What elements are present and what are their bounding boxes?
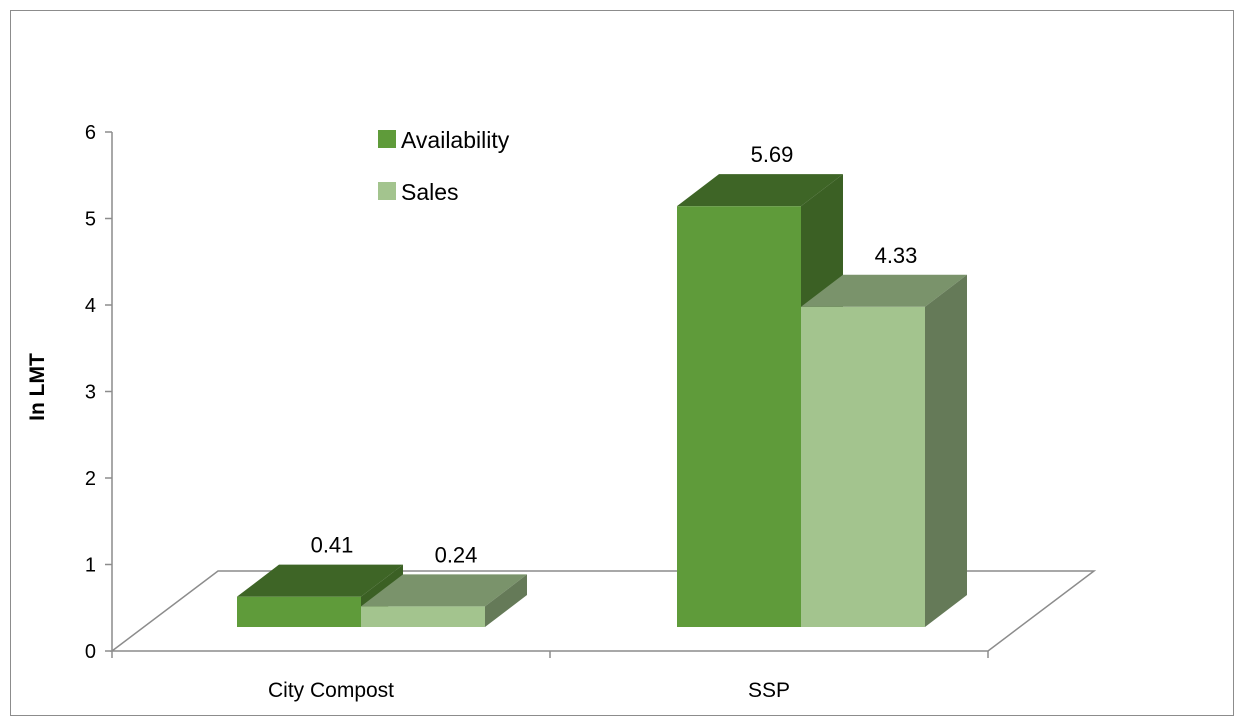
bar-top-face [237, 564, 403, 597]
bar-side-face [485, 574, 527, 627]
chart-frame [10, 10, 1234, 716]
x-tick-label: City Compost [268, 679, 394, 702]
legend: Availability Sales [378, 127, 510, 205]
legend-label: Sales [401, 179, 459, 205]
bar-side-face [925, 274, 967, 627]
y-tick-label: 2 [85, 468, 96, 490]
y-tick-label: 5 [85, 209, 96, 231]
data-label: 5.69 [751, 142, 794, 167]
y-axis: 0 1 2 3 4 5 6 [85, 122, 113, 663]
y-tick-label: 4 [85, 295, 96, 317]
y-tick-label: 0 [85, 641, 96, 663]
bar-top-face [801, 274, 967, 307]
bar-availability-city-compost [237, 596, 361, 627]
y-tick-label: 3 [85, 382, 96, 404]
chart-floor [109, 570, 1097, 652]
bar-sales-ssp [801, 306, 925, 627]
bars [237, 174, 967, 627]
data-label: 0.24 [435, 542, 478, 567]
legend-swatch [378, 130, 396, 148]
legend-label: Availability [401, 127, 510, 153]
data-label: 4.33 [875, 243, 918, 268]
y-axis-title: In LMT [26, 353, 49, 421]
x-tick-label: SSP [748, 679, 790, 702]
bar-top-face [361, 574, 527, 607]
legend-swatch [378, 182, 396, 200]
bar-availability-ssp [677, 206, 801, 627]
y-tick-label: 1 [85, 555, 96, 577]
data-label: 0.41 [311, 533, 354, 558]
data-labels: 0.41 0.24 5.69 4.33 [311, 142, 918, 567]
bar-top-face [677, 174, 843, 207]
floor-outline [109, 570, 1097, 652]
y-tick-label: 6 [85, 122, 96, 144]
x-axis: City Compost SSP [111, 651, 989, 702]
bar-sales-city-compost [361, 606, 485, 627]
